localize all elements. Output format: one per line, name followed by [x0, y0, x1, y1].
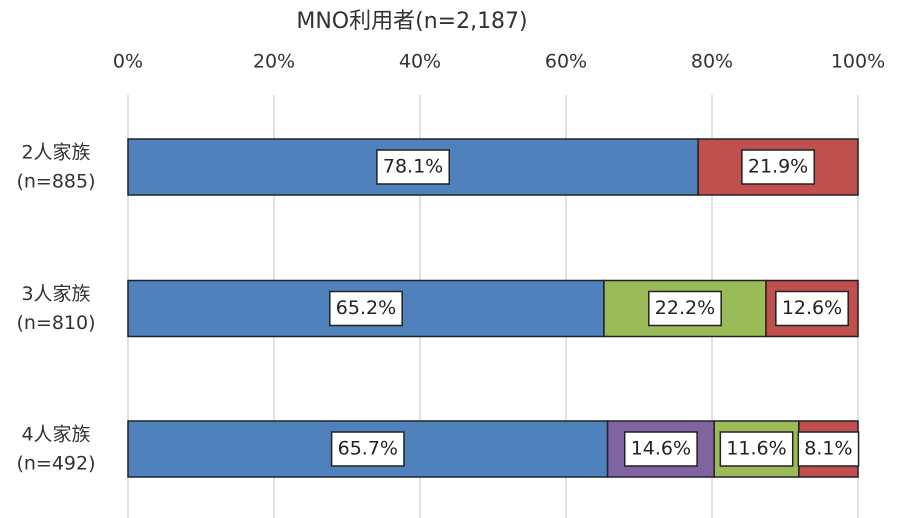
data-label-box [648, 290, 722, 327]
y-tick-label: (n=885) [16, 171, 95, 193]
data-label: 65.2% [336, 297, 396, 319]
bar-segment [127, 138, 699, 196]
data-label: 11.6% [726, 438, 786, 460]
data-label-box [623, 431, 698, 467]
y-tick-label: (n=810) [16, 312, 95, 334]
y-tick-label: (n=492) [16, 453, 95, 475]
data-label: 14.6% [631, 438, 691, 460]
data-label: 8.1% [804, 438, 852, 460]
data-label: 21.9% [748, 156, 808, 178]
chart-title: MNO利用者(n=2,187) [296, 9, 527, 34]
data-label: 22.2% [655, 297, 715, 319]
y-tick-label: 4人家族 [21, 424, 90, 446]
x-tick-label: 40% [399, 51, 441, 73]
data-label-box [329, 290, 403, 327]
x-tick-label: 20% [253, 51, 295, 73]
x-tick-label: 100% [831, 51, 885, 73]
data-label-box [775, 290, 849, 327]
data-label: 65.7% [338, 438, 398, 460]
x-tick-label: 60% [545, 51, 587, 73]
data-label-box [330, 431, 405, 467]
data-label-box [376, 149, 450, 185]
data-label-box [797, 431, 860, 467]
x-tick-label: 0% [113, 51, 143, 73]
data-label-box [719, 431, 794, 467]
y-tick-label: 3人家族 [21, 283, 90, 305]
data-label: 12.6% [782, 297, 842, 319]
x-tick-label: 80% [691, 51, 733, 73]
y-tick-label: 2人家族 [21, 142, 90, 164]
data-label: 78.1% [383, 156, 443, 178]
data-label-box [741, 149, 815, 185]
